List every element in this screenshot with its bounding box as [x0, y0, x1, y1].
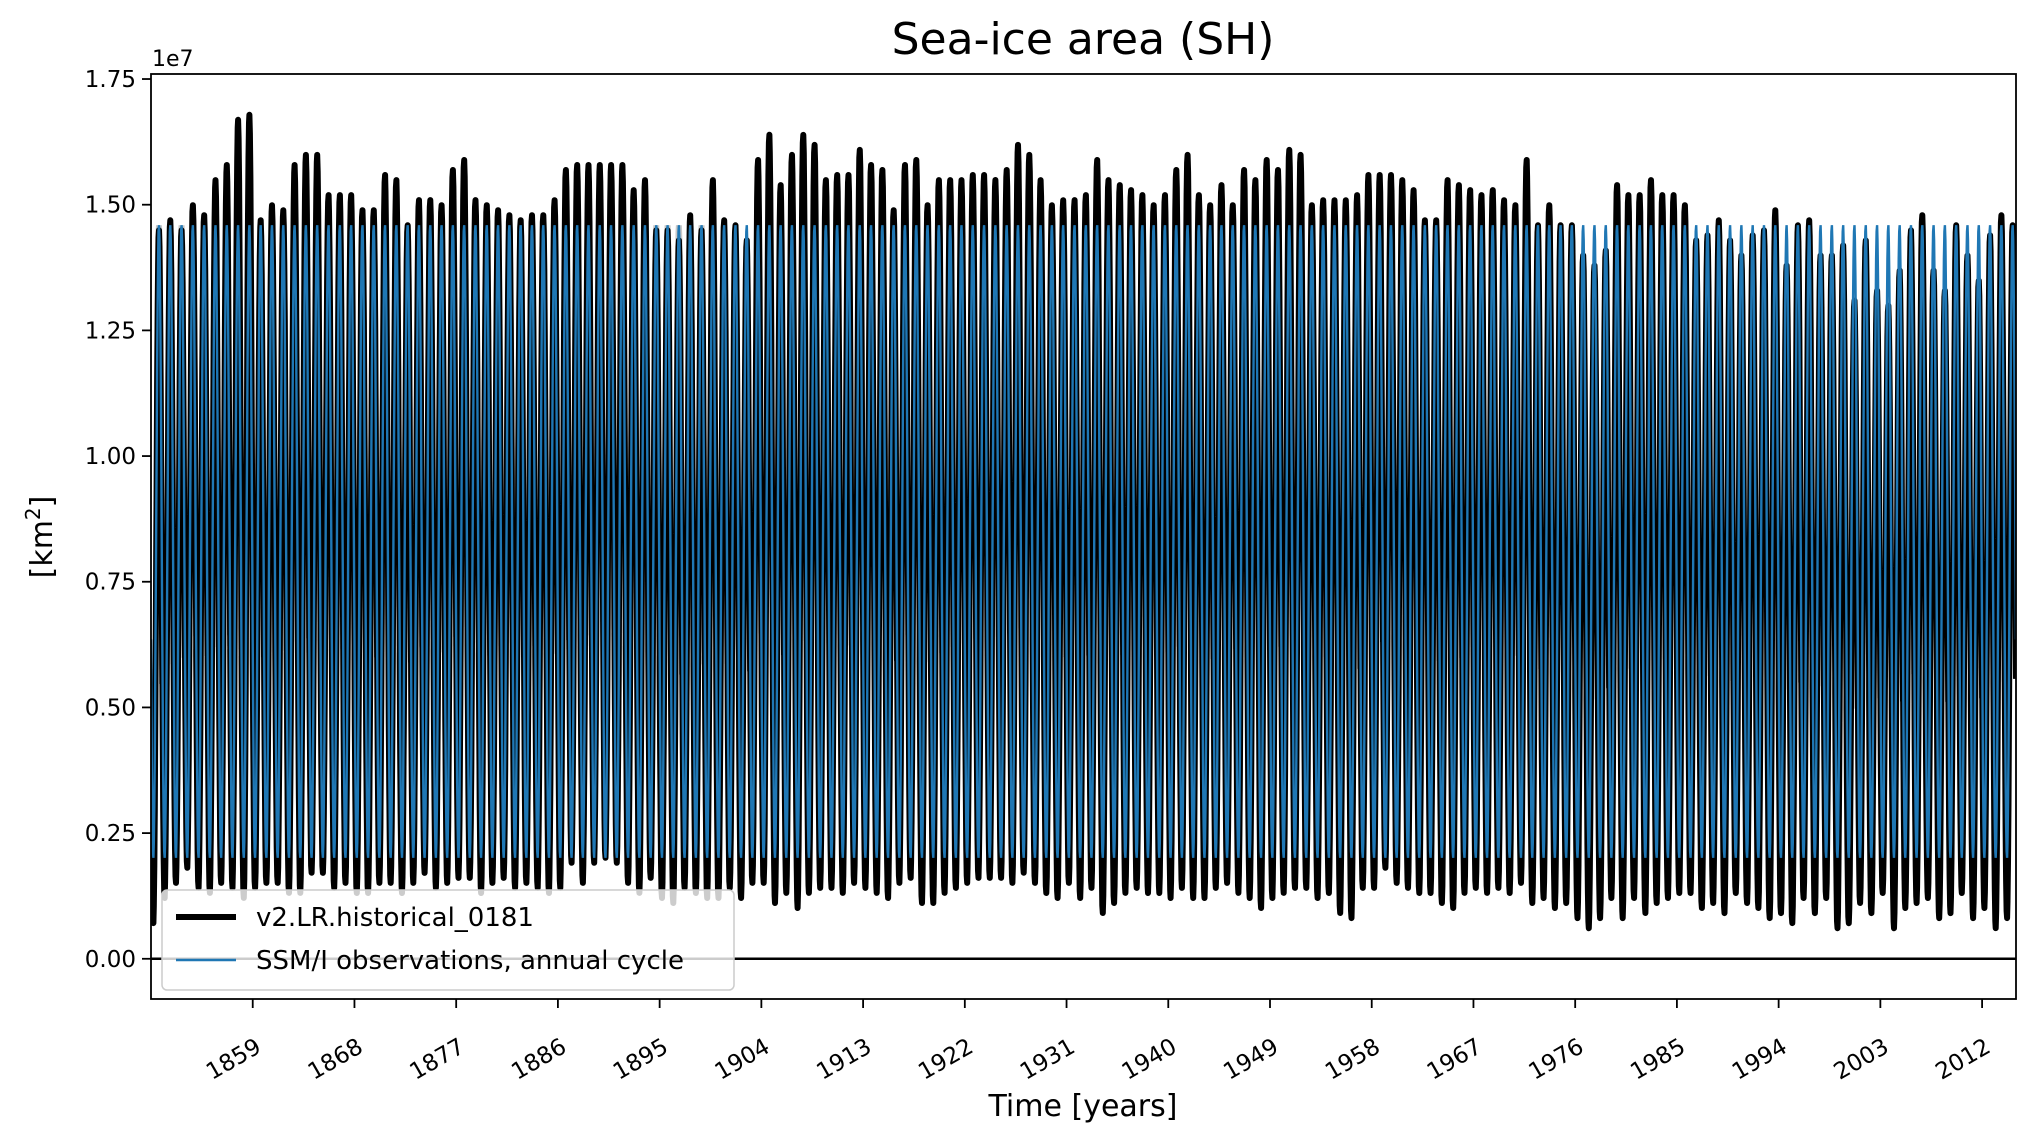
- y-tick-label: 0.50: [85, 695, 136, 721]
- y-axis-label-suffix: ]: [25, 496, 60, 508]
- y-axis-label: [km2]: [21, 496, 60, 579]
- y-tick-label: 1.75: [85, 67, 136, 93]
- series-observations-line: [151, 225, 2016, 858]
- y-axis: 0.00 0.25 0.50 0.75 1.00 1.25 1.50 1.75: [85, 67, 151, 973]
- chart-title: Sea-ice area (SH): [892, 14, 1275, 65]
- x-axis-label: Time [years]: [988, 1089, 1178, 1124]
- y-tick-label: 1.50: [85, 193, 136, 219]
- y-tick-label: 1.00: [85, 444, 136, 470]
- y-axis-offset-text: 1e7: [152, 47, 194, 72]
- y-tick-label: 1.25: [85, 318, 136, 344]
- legend: v2.LR.historical_0181 SSM/I observations…: [161, 889, 735, 991]
- y-tick-label: 0.00: [85, 947, 136, 973]
- y-tick-label: 0.25: [85, 821, 136, 847]
- y-axis-label-prefix: [km: [25, 520, 60, 578]
- plot-area: [150, 73, 2017, 1000]
- legend-label-model: v2.LR.historical_0181: [256, 903, 534, 933]
- plot-frame: [150, 73, 2017, 1000]
- legend-box: [161, 889, 735, 991]
- legend-label-observations: SSM/I observations, annual cycle: [256, 946, 684, 976]
- series-layer: [151, 111, 2016, 932]
- y-axis-label-superscript: 2: [21, 507, 45, 520]
- y-tick-label: 0.75: [85, 570, 136, 596]
